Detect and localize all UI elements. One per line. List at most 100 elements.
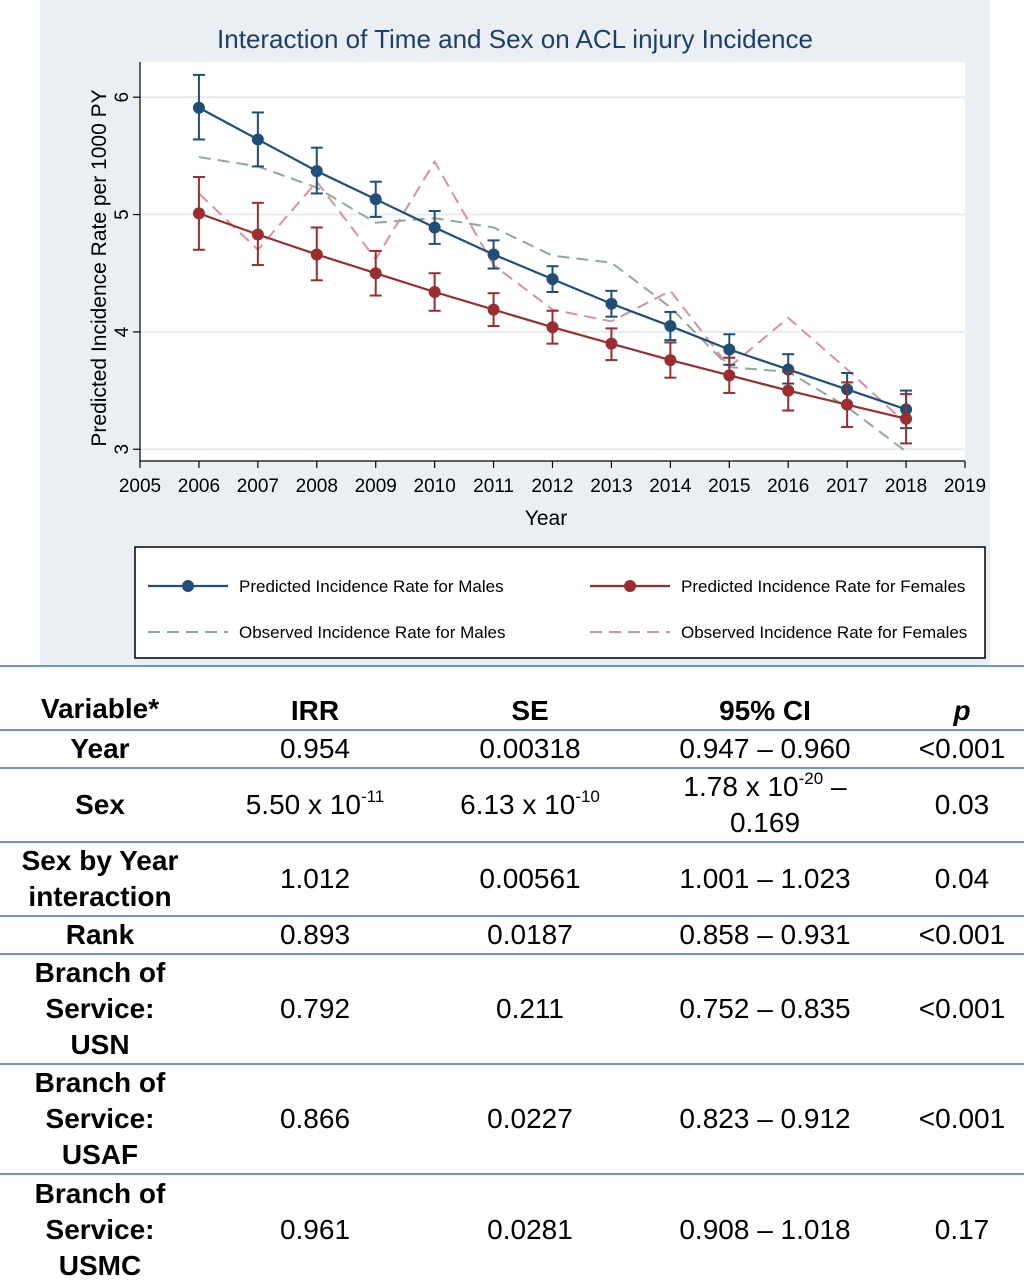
cell-p: <0.001 [900, 1064, 1024, 1175]
se-base: 6.13 x 10 [460, 789, 576, 820]
cell-irr: 1.012 [200, 842, 430, 917]
variable-line: Service: [45, 1213, 155, 1245]
legend: Predicted Incidence Rate for Males Predic… [148, 577, 967, 642]
legend-label: Observed Incidence Rate for Males [239, 623, 505, 642]
cell-ci: 0.858 – 0.931 [630, 916, 900, 955]
cell-ci: 0.823 – 0.912 [630, 1064, 900, 1175]
table-row: Year 0.954 0.00318 0.947 – 0.960 <0.001 [0, 730, 1024, 769]
header-se: SE [430, 665, 630, 731]
line-chart: Interaction of Time and Sex on ACL injur… [88, 24, 986, 659]
legend-marker [182, 580, 194, 592]
data-point [369, 193, 382, 206]
x-tick-label: 2014 [649, 476, 692, 497]
cell-irr: 0.954 [200, 730, 430, 769]
plot-area [140, 62, 965, 461]
cell-ci: 0.752 – 0.835 [630, 954, 900, 1065]
data-point [605, 337, 618, 350]
x-tick-label: 2011 [473, 476, 514, 497]
chart-title: Interaction of Time and Sex on ACL injur… [217, 24, 813, 54]
data-point [310, 165, 323, 178]
cell-irr: 0.961 [279, 1213, 351, 1245]
se-exponent: -10 [575, 787, 600, 806]
cell-irr: 0.792 [200, 954, 430, 1065]
data-point [900, 412, 913, 425]
cell-ci: 0.908 – 1.018 [679, 1213, 851, 1245]
data-point [369, 267, 382, 280]
cell-p: 0.17 [934, 1213, 990, 1245]
ci-base: 1.78 x 10 [683, 771, 799, 802]
data-point [192, 101, 205, 114]
x-tick-label: 2015 [708, 476, 750, 497]
data-point [487, 303, 500, 316]
y-axis-label: Predicted Incidence Rate per 1000 PY [88, 89, 111, 446]
table-row: Branch of Service: USAF 0.866 0.0227 0.823… [0, 1064, 1024, 1175]
table-row: Sex by Year interaction 1.012 0.00561 1.0… [0, 842, 1024, 917]
cell-p: 0.03 [900, 768, 1024, 843]
data-point [251, 133, 264, 146]
cell-variable: Branch of Service: USAF [0, 1064, 200, 1175]
data-point [782, 384, 795, 397]
results-table: Variable* IRR SE 95% CI p Year 0.954 0.0… [0, 665, 1024, 1284]
cell-se: 0.00318 [430, 730, 630, 769]
legend-label: Observed Incidence Rate for Females [681, 623, 967, 642]
cell-p: <0.001 [900, 730, 1024, 769]
data-point [428, 286, 441, 299]
x-tick-label: 2008 [296, 476, 338, 497]
data-point [546, 321, 559, 334]
data-point [428, 221, 441, 234]
cell-se: 0.0227 [430, 1064, 630, 1175]
x-tick-label: 2005 [119, 476, 161, 497]
x-axis-label: Year [525, 507, 567, 530]
header-irr: IRR [200, 665, 430, 731]
legend-label: Predicted Incidence Rate for Females [681, 577, 965, 596]
ci-upper: 0.169 [729, 807, 801, 838]
cell-variable: Sex by Year interaction [0, 842, 200, 917]
data-point [487, 248, 500, 261]
cell-variable: Sex [0, 768, 200, 843]
variable-line: USN [70, 1029, 130, 1060]
y-tick-label: 4 [112, 326, 133, 337]
variable-line: interaction [28, 881, 172, 912]
irr-base: 5.50 x 10 [245, 789, 361, 820]
ci-exponent: -20 [798, 769, 824, 788]
cell-se: 6.13 x 10-10 [430, 768, 630, 843]
irr-exponent: -11 [360, 787, 385, 806]
cell-variable: Branch of Service: USMC [0, 1174, 200, 1284]
data-point [546, 273, 559, 286]
data-point [723, 343, 736, 356]
cell-irr: 0.866 [200, 1064, 430, 1175]
x-tick-label: 2016 [767, 476, 809, 497]
series-group [192, 73, 913, 453]
cell-p: 0.04 [900, 842, 1024, 917]
x-tick-label: 2017 [826, 476, 868, 497]
data-point [310, 248, 323, 261]
variable-line: USMC [58, 1249, 142, 1281]
cell-se: 0.00561 [430, 842, 630, 917]
y-tick-label: 5 [112, 209, 133, 220]
data-point [664, 354, 677, 367]
legend-label: Predicted Incidence Rate for Males [239, 577, 504, 596]
x-tick-label: 2007 [237, 476, 279, 497]
variable-line: Branch of [34, 1067, 166, 1098]
legend-marker [624, 580, 636, 592]
table-header-row: Variable* IRR SE 95% CI p [0, 665, 1024, 731]
data-point [605, 297, 618, 310]
x-tick-label: 2009 [355, 476, 397, 497]
y-tick-label: 3 [112, 444, 133, 455]
variable-line: Sex by Year [21, 845, 179, 876]
ci-dash: – [823, 771, 847, 802]
cell-ci: 0.947 – 0.960 [630, 730, 900, 769]
table-row: Branch of Service: USN 0.792 0.211 0.752 –… [0, 954, 1024, 1065]
cell-irr: 5.50 x 10-11 [200, 768, 430, 843]
cell-ci: 1.001 – 1.023 [630, 842, 900, 917]
grid-lines [140, 96, 965, 451]
cell-variable: Year [0, 730, 200, 769]
x-tick-label: 2013 [590, 476, 632, 497]
data-point [664, 320, 677, 333]
x-tick-label: 2012 [531, 476, 573, 497]
table-row: Branch of Service: USMC 0.961 0.0281 0.908… [0, 1174, 1024, 1284]
legend-box [134, 546, 986, 659]
variable-line: Branch of [34, 957, 166, 988]
table-row: Rank 0.893 0.0187 0.858 – 0.931 <0.001 [0, 916, 1024, 955]
cell-irr: 0.893 [200, 916, 430, 955]
